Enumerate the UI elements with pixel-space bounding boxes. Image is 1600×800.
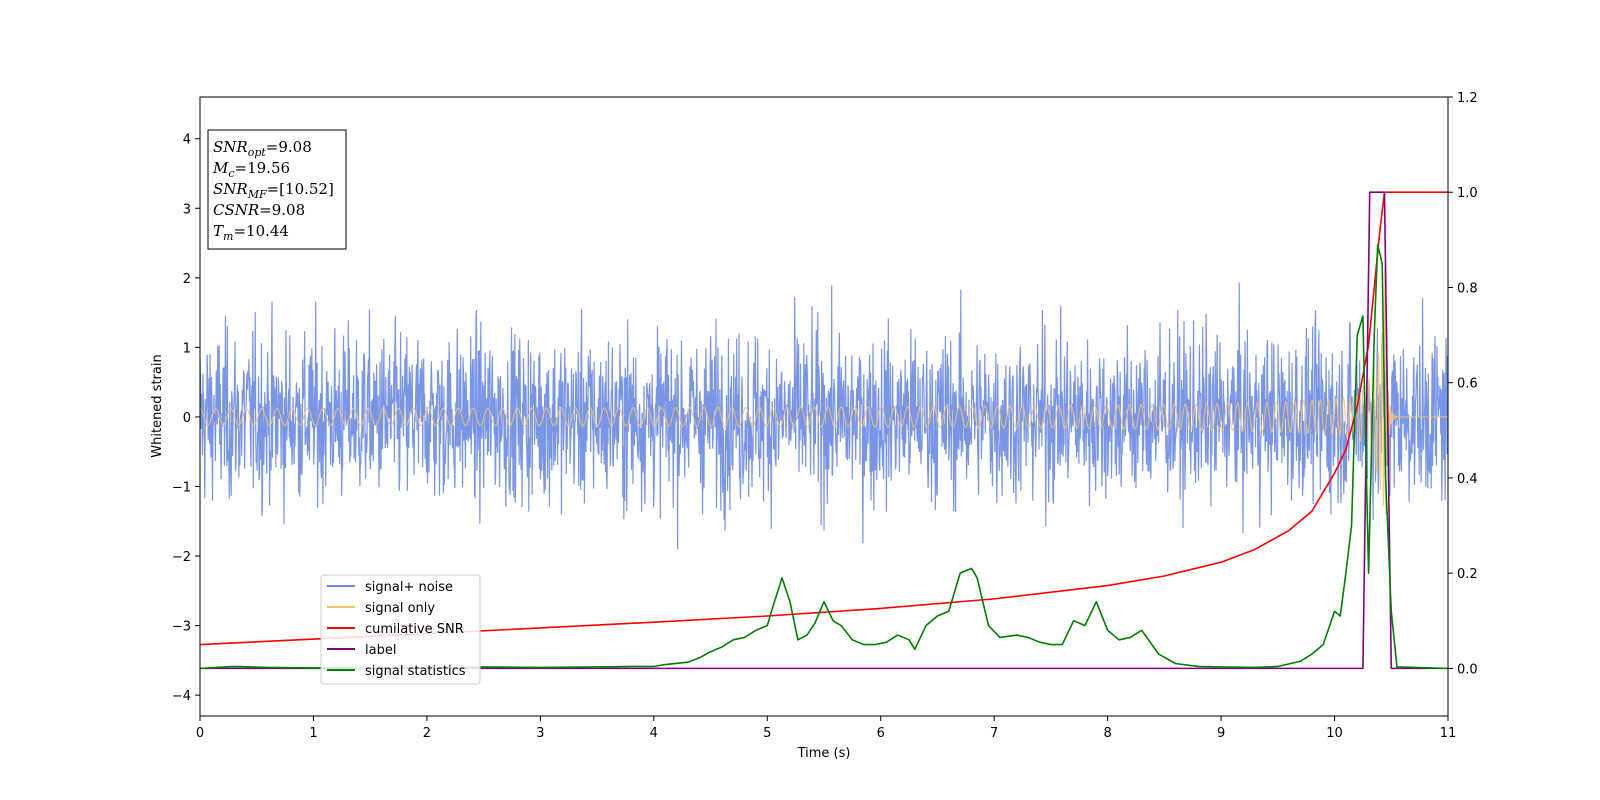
legend-label: signal statistics [365, 664, 466, 679]
y-right-tick-label: 0.0 [1457, 662, 1478, 677]
series-signal-statistics-line [200, 243, 1448, 670]
y-right-tick-label: 0.6 [1457, 377, 1478, 392]
annotation-line: SNRopt=9.08 [213, 138, 312, 159]
y-right-tick-label: 1.0 [1457, 186, 1478, 201]
series-cumilative-snr-line [200, 191, 1448, 646]
legend-label: cumilative SNR [365, 622, 464, 637]
y-right-tick-label: 0.4 [1457, 472, 1478, 487]
y-left-tick-label: 1 [183, 341, 191, 356]
y-right-tick-label: 1.2 [1457, 91, 1478, 106]
annotation-line: Mc=19.56 [212, 159, 290, 180]
y-left-tick-label: 0 [183, 411, 191, 426]
plot-frame [199, 96, 1449, 717]
x-tick-label: 8 [1103, 726, 1111, 741]
axes-layer: 0 1 2 3 4 5 6 7 8 9 10 11 −4 −3 −2 −1 0 1 2 3 4 0.0 0.2 0.4 0.6 0… [172, 91, 1478, 741]
x-tick-label: 5 [763, 726, 771, 741]
y-left-tick-label: 3 [183, 202, 191, 217]
y-left-tick-label: −2 [172, 550, 191, 565]
annotation-line: CSNR=9.08 [213, 201, 305, 219]
x-tick-label: 3 [536, 726, 544, 741]
x-tick-label: 2 [423, 726, 431, 741]
series-signal-only-line [200, 268, 1448, 515]
annotation-frame [207, 129, 347, 250]
x-tick-label: 0 [196, 726, 204, 741]
x-tick-label: 10 [1326, 726, 1343, 741]
y-left-tick-label: 4 [183, 133, 191, 148]
y-axis-label: Whitened strain [150, 354, 165, 457]
x-axis-label: Time (s) [797, 746, 851, 761]
legend-label: signal+ noise [365, 580, 453, 595]
series-label-line [200, 191, 1448, 670]
legend: signal+ noise signal only cumilative SNR la… [320, 574, 481, 685]
legend-frame [320, 574, 481, 685]
x-tick-label: 4 [650, 726, 658, 741]
series-signal-noise-line [200, 282, 1448, 550]
x-tick-label: 9 [1217, 726, 1225, 741]
y-right-tick-label: 0.8 [1457, 281, 1478, 296]
y-left-tick-label: −1 [172, 480, 191, 495]
x-tick-label: 6 [877, 726, 885, 741]
x-tick-label: 11 [1440, 726, 1457, 741]
y-right-tick-label: 0.2 [1457, 567, 1478, 582]
y-left-tick-label: −4 [172, 689, 191, 704]
x-tick-label: 7 [990, 726, 998, 741]
annotation-line: SNRMF=[10.52] [213, 180, 334, 201]
annotation-box: SNRopt=9.08Mc=19.56SNRMF=[10.52]CSNR=9.0… [207, 129, 347, 250]
legend-label: signal only [365, 601, 435, 616]
y-left-tick-label: −3 [172, 620, 191, 635]
x-tick-label: 1 [309, 726, 317, 741]
series-layer [200, 191, 1448, 670]
y-left-tick-label: 2 [183, 272, 191, 287]
legend-label: label [365, 643, 396, 658]
annotation-line: Tm=10.44 [213, 222, 289, 243]
